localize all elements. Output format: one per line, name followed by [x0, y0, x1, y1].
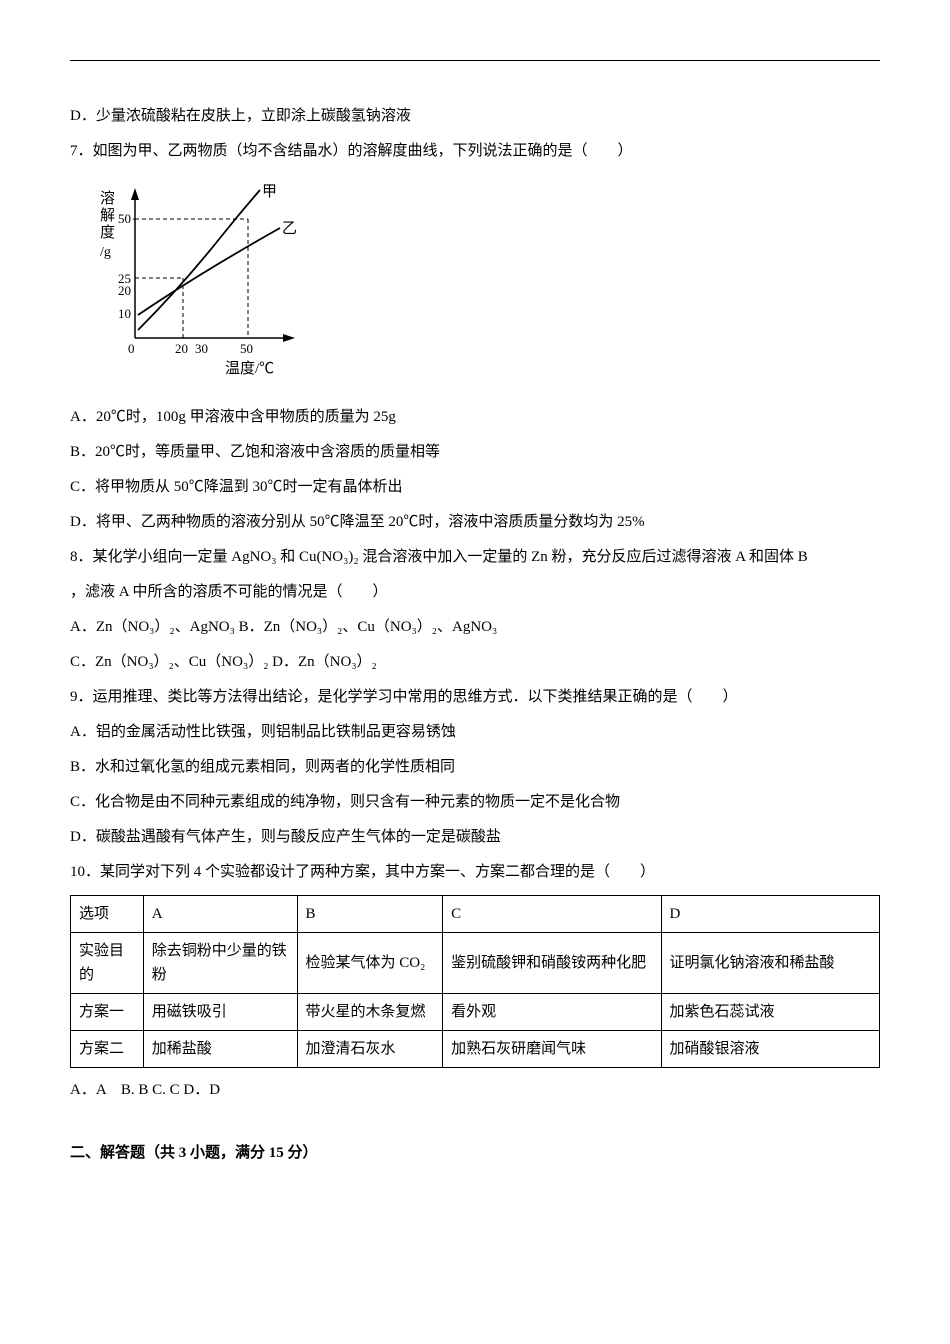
cell-plan1-c: 看外观 [443, 994, 661, 1031]
y-label-2: 解 [100, 207, 115, 224]
table-row: 方案一 用磁铁吸引 带火星的木条复燃 看外观 加紫色石蕊试液 [71, 994, 880, 1031]
cell-header-option: 选项 [71, 896, 144, 933]
section-2-heading: 二、解答题（共 3 小题，满分 15 分） [70, 1137, 880, 1170]
table-row: 方案二 加稀盐酸 加澄清石灰水 加熟石灰研磨闻气味 加硝酸银溶液 [71, 1031, 880, 1068]
cell-plan1-b: 带火星的木条复燃 [297, 994, 443, 1031]
q9-option-a: A．铝的金属活动性比铁强，则铝制品比铁制品更容易锈蚀 [70, 716, 880, 749]
q10-table: 选项 A B C D 实验目的 除去铜粉中少量的铁粉 检验某气体为 CO₂ 鉴别… [70, 895, 880, 1068]
q7-option-c: C．将甲物质从 50℃降温到 30℃时一定有晶体析出 [70, 471, 880, 504]
y-label-1: 溶 [100, 190, 115, 207]
table-row: 实验目的 除去铜粉中少量的铁粉 检验某气体为 CO₂ 鉴别硫酸钾和硝酸铵两种化肥… [71, 933, 880, 994]
table-row: 选项 A B C D [71, 896, 880, 933]
q9-option-d: D．碳酸盐遇酸有气体产生，则与酸反应产生气体的一定是碳酸盐 [70, 821, 880, 854]
q10-stem: 10．某同学对下列 4 个实验都设计了两种方案，其中方案一、方案二都合理的是（ … [70, 856, 880, 889]
xtick-30: 30 [195, 341, 208, 356]
header-rule [70, 60, 880, 61]
q7-option-b: B．20℃时，等质量甲、乙饱和溶液中含溶质的质量相等 [70, 436, 880, 469]
cell-header-b: B [297, 896, 443, 933]
y-label-3: 度 [100, 224, 115, 241]
cell-purpose-c: 鉴别硫酸钾和硝酸铵两种化肥 [443, 933, 661, 994]
q9-option-c: C．化合物是由不同种元素组成的纯净物，则只含有一种元素的物质一定不是化合物 [70, 786, 880, 819]
cell-header-a: A [143, 896, 297, 933]
q7-option-d: D．将甲、乙两种物质的溶液分别从 50℃降温至 20℃时，溶液中溶质质量分数均为… [70, 506, 880, 539]
cell-purpose-a: 除去铜粉中少量的铁粉 [143, 933, 297, 994]
xtick-20: 20 [175, 341, 188, 356]
cell-purpose-b: 检验某气体为 CO₂ [297, 933, 443, 994]
cell-plan2-label: 方案二 [71, 1031, 144, 1068]
ytick-20: 20 [118, 283, 131, 298]
y-label-4: /g [100, 245, 111, 260]
q7-option-a: A．20℃时，100g 甲溶液中含甲物质的质量为 25g [70, 401, 880, 434]
q6-option-d: D．少量浓硫酸粘在皮肤上，立即涂上碳酸氢钠溶液 [70, 100, 880, 133]
ytick-50: 50 [118, 211, 131, 226]
cell-purpose-label: 实验目的 [71, 933, 144, 994]
cell-plan1-label: 方案一 [71, 994, 144, 1031]
cell-purpose-d: 证明氯化钠溶液和稀盐酸 [661, 933, 879, 994]
chart-svg: 溶 解 度 /g 50 25 20 10 0 20 30 50 温度/℃ 甲 [80, 178, 310, 378]
document-body: D．少量浓硫酸粘在皮肤上，立即涂上碳酸氢钠溶液 7．如图为甲、乙两物质（均不含结… [70, 100, 880, 1170]
cell-plan2-d: 加硝酸银溶液 [661, 1031, 879, 1068]
ytick-10: 10 [118, 306, 131, 321]
cell-plan1-d: 加紫色石蕊试液 [661, 994, 879, 1031]
solubility-chart: 溶 解 度 /g 50 25 20 10 0 20 30 50 温度/℃ 甲 [80, 178, 880, 391]
series-label-yi: 乙 [282, 221, 297, 237]
q9-stem: 9．运用推理、类比等方法得出结论，是化学学习中常用的思维方式．以下类推结果正确的… [70, 681, 880, 714]
cell-plan2-c: 加熟石灰研磨闻气味 [443, 1031, 661, 1068]
q10-answer-options: A．A B. B C. C D．D [70, 1074, 880, 1107]
cell-plan2-b: 加澄清石灰水 [297, 1031, 443, 1068]
cell-plan1-a: 用磁铁吸引 [143, 994, 297, 1031]
xtick-0: 0 [128, 341, 135, 356]
q8-stem-line2: ，滤液 A 中所含的溶质不可能的情况是（ ） [70, 576, 880, 609]
x-axis-label: 温度/℃ [225, 360, 274, 377]
q8-options-cd: C．Zn（NO₃）₂、Cu（NO₃）₂ D．Zn（NO₃）₂ [70, 646, 880, 679]
cell-plan2-a: 加稀盐酸 [143, 1031, 297, 1068]
cell-header-c: C [443, 896, 661, 933]
q7-stem: 7．如图为甲、乙两物质（均不含结晶水）的溶解度曲线，下列说法正确的是（ ） [70, 135, 880, 168]
q9-option-b: B．水和过氧化氢的组成元素相同，则两者的化学性质相同 [70, 751, 880, 784]
xtick-50: 50 [240, 341, 253, 356]
q8-stem-line1: 8．某化学小组向一定量 AgNO₃ 和 Cu(NO₃)₂ 混合溶液中加入一定量的… [70, 541, 880, 574]
cell-header-d: D [661, 896, 879, 933]
q8-options-ab: A．Zn（NO₃）₂、AgNO₃ B．Zn（NO₃）₂、Cu（NO₃）₂、AgN… [70, 611, 880, 644]
